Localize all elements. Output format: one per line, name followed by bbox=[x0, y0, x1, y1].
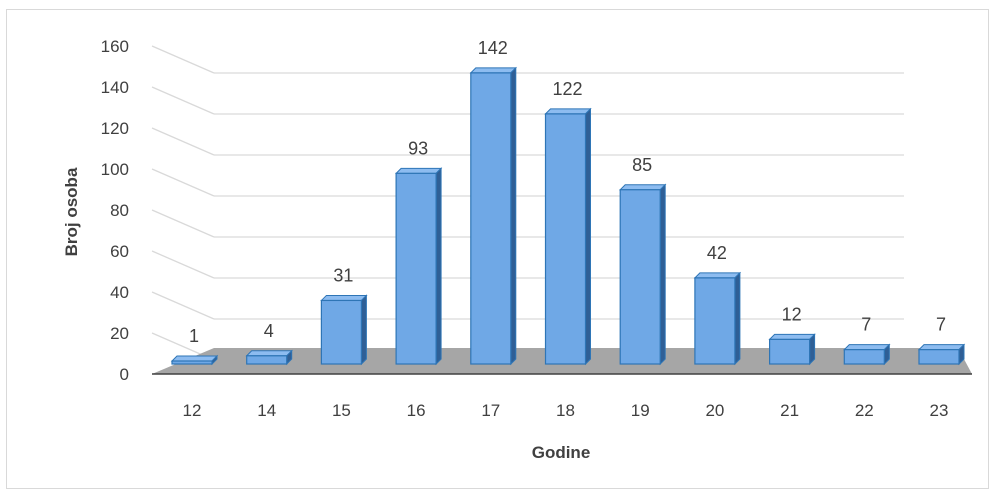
data-label: 7 bbox=[861, 315, 871, 335]
gridline-side bbox=[151, 168, 215, 197]
bar-top bbox=[618, 184, 667, 191]
x-tick-label: 22 bbox=[855, 401, 874, 420]
bar bbox=[768, 333, 816, 366]
bar-top bbox=[693, 272, 742, 279]
bars bbox=[170, 66, 966, 366]
data-label: 85 bbox=[632, 155, 652, 175]
gridline-side bbox=[151, 250, 215, 279]
bar-front bbox=[843, 349, 885, 365]
bar-front bbox=[918, 349, 960, 365]
data-label: 7 bbox=[936, 315, 946, 335]
y-tick-label: 80 bbox=[110, 201, 129, 220]
bar-front bbox=[395, 172, 437, 365]
bar bbox=[394, 167, 443, 366]
bar-side bbox=[809, 333, 816, 366]
bar-top bbox=[394, 167, 443, 174]
x-tick-label: 18 bbox=[556, 401, 575, 420]
y-tick-label: 20 bbox=[110, 324, 129, 343]
data-label: 1 bbox=[189, 326, 199, 346]
bar-top bbox=[170, 355, 219, 362]
gridline-side bbox=[151, 127, 215, 156]
bar-side bbox=[360, 294, 367, 366]
bar-front bbox=[768, 338, 811, 365]
y-axis-title: Broj osoba bbox=[62, 167, 81, 256]
bar-side bbox=[734, 271, 741, 366]
x-axis-title: Godine bbox=[532, 443, 591, 462]
bar-side bbox=[435, 167, 442, 366]
bar bbox=[245, 349, 293, 366]
x-axis-ticks: 12 14 15 16 17 18 19 20 21 22 23 bbox=[183, 401, 949, 420]
bar bbox=[320, 294, 368, 366]
bar-front bbox=[694, 277, 736, 365]
x-tick-label: 23 bbox=[930, 401, 949, 420]
x-tick-label: 14 bbox=[257, 401, 276, 420]
y-tick-label: 0 bbox=[120, 365, 129, 384]
bar-front bbox=[171, 360, 213, 365]
x-tick-label: 12 bbox=[183, 401, 202, 420]
gridline-side bbox=[151, 45, 215, 74]
bar-side bbox=[659, 183, 666, 366]
data-label: 142 bbox=[478, 38, 508, 58]
data-label: 4 bbox=[264, 321, 274, 341]
bar-top bbox=[320, 294, 368, 301]
bar-front bbox=[246, 355, 288, 365]
bar-top bbox=[469, 67, 518, 74]
bar-top bbox=[768, 333, 816, 340]
y-tick-label: 140 bbox=[101, 78, 129, 97]
y-tick-label: 100 bbox=[101, 160, 129, 179]
y-tick-label: 120 bbox=[101, 119, 129, 138]
data-label: 122 bbox=[552, 79, 582, 99]
bar bbox=[618, 183, 667, 366]
bar-front bbox=[544, 113, 587, 365]
x-tick-label: 15 bbox=[332, 401, 351, 420]
x-tick-label: 17 bbox=[481, 401, 500, 420]
bar-side bbox=[510, 66, 517, 366]
x-tick-label: 16 bbox=[407, 401, 426, 420]
bar-side bbox=[585, 107, 591, 366]
y-axis-ticks: 0 20 40 60 80 100 120 140 160 bbox=[101, 37, 129, 384]
x-tick-label: 19 bbox=[631, 401, 650, 420]
bar bbox=[469, 66, 518, 366]
bar-front bbox=[470, 72, 512, 365]
y-tick-label: 60 bbox=[110, 242, 129, 261]
data-label: 12 bbox=[782, 304, 802, 324]
bar-front bbox=[320, 299, 362, 365]
bar bbox=[170, 354, 219, 366]
bar-top bbox=[843, 344, 891, 351]
bar bbox=[693, 271, 742, 366]
bar-top bbox=[544, 108, 592, 115]
bar bbox=[843, 343, 891, 366]
data-label: 31 bbox=[333, 265, 353, 285]
y-tick-label: 160 bbox=[101, 37, 129, 56]
y-tick-label: 40 bbox=[110, 283, 129, 302]
data-label: 42 bbox=[707, 243, 727, 263]
bar-top bbox=[917, 344, 966, 351]
data-labels: 1 4 31 93 142 122 85 42 12 7 7 bbox=[189, 38, 946, 346]
bar bbox=[917, 343, 966, 366]
bar bbox=[544, 107, 592, 366]
data-label: 93 bbox=[408, 138, 428, 158]
gridline-side bbox=[151, 291, 215, 320]
gridline-side bbox=[151, 209, 215, 238]
bar-top bbox=[245, 350, 293, 357]
x-tick-label: 21 bbox=[780, 401, 799, 420]
bar-front bbox=[619, 189, 661, 365]
x-tick-label: 20 bbox=[705, 401, 724, 420]
gridline-side bbox=[151, 86, 215, 115]
